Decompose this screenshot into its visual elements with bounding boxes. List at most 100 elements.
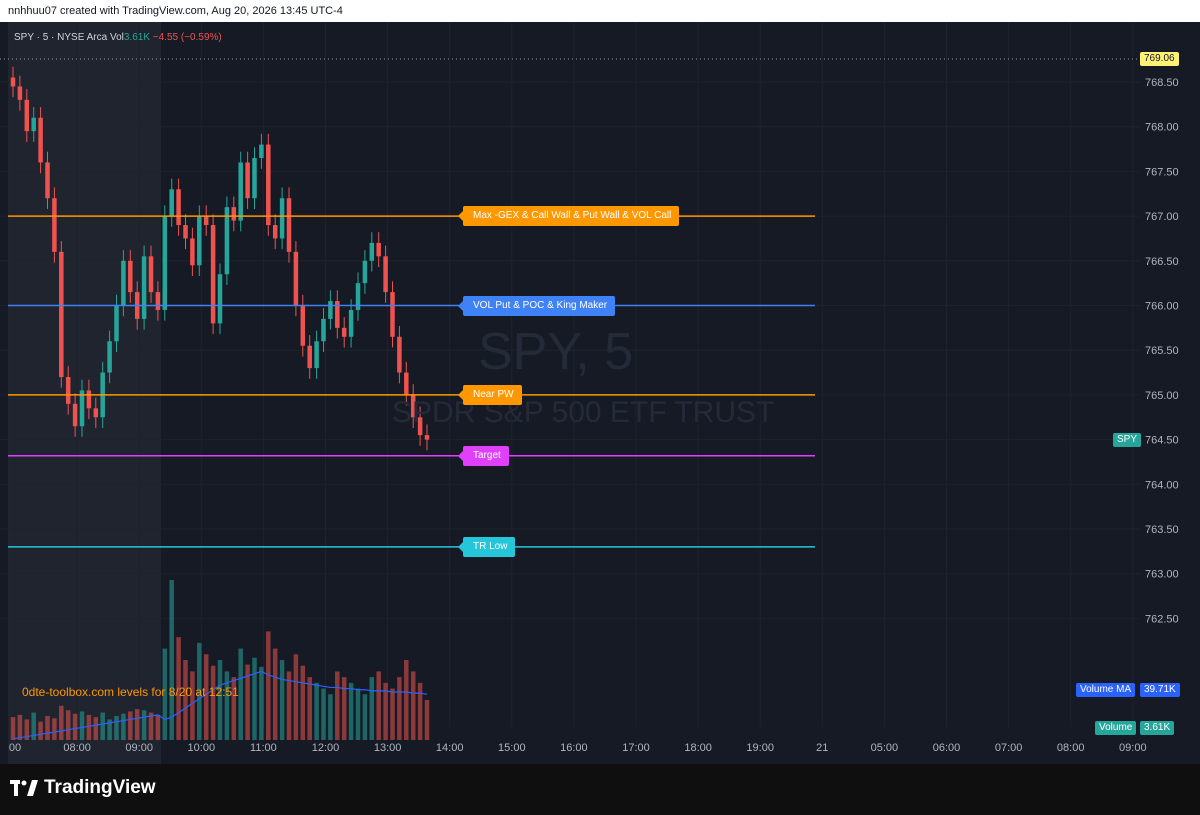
symbol-price-tag[interactable]: SPY	[1113, 432, 1142, 447]
time-tick-label: 14:00	[436, 742, 464, 754]
volume-bar	[376, 671, 381, 740]
candle-body[interactable]	[314, 341, 319, 369]
volume-bar	[238, 648, 243, 740]
candle-body[interactable]	[59, 251, 64, 378]
tradingview-logo[interactable]: TradingView	[10, 777, 156, 799]
candle-body[interactable]	[121, 260, 126, 306]
candle-body[interactable]	[162, 216, 168, 310]
candle-body[interactable]	[362, 260, 368, 284]
volume-bar	[279, 660, 285, 740]
candle-body[interactable]	[328, 301, 333, 319]
candle-body[interactable]	[72, 403, 78, 427]
candle-body[interactable]	[390, 292, 395, 337]
price-chart[interactable]: 768.50 768.00 767.50 767.00 766.50 766.00 765.…	[0, 22, 1200, 764]
series-legend[interactable]: SPY · 5 · NYSE Arca Vol3.61K −4.55 (−0.5…	[14, 32, 222, 43]
candle-body[interactable]	[341, 327, 347, 337]
volume-bar	[52, 718, 57, 740]
candle-body[interactable]	[224, 207, 230, 275]
candle-body[interactable]	[79, 390, 85, 427]
candle-body[interactable]	[404, 372, 409, 395]
candle-body[interactable]	[17, 86, 23, 100]
level-label[interactable]: VOL Put & POC & King Maker	[457, 295, 616, 316]
candle-body[interactable]	[114, 305, 119, 342]
candle-body[interactable]	[300, 305, 306, 346]
volume-bar	[397, 677, 402, 740]
level-label[interactable]: Target	[458, 445, 509, 466]
candle-body[interactable]	[190, 238, 195, 266]
volume-bar	[335, 671, 340, 740]
volume-bar	[341, 677, 347, 740]
candle-body[interactable]	[376, 242, 381, 257]
candle-body[interactable]	[38, 117, 43, 163]
candle-body[interactable]	[210, 225, 216, 324]
candle-body[interactable]	[417, 417, 423, 436]
candle-body[interactable]	[128, 260, 133, 293]
candle-body[interactable]	[231, 207, 237, 221]
candle-body[interactable]	[286, 198, 292, 252]
candle-body[interactable]	[203, 216, 209, 226]
candle-body[interactable]	[410, 394, 416, 418]
volume-ma-tag[interactable]: Volume MA	[1076, 683, 1136, 697]
candle-body[interactable]	[31, 117, 36, 132]
legend-symbol: SPY · 5 · NYSE Arca	[14, 32, 108, 43]
level-label[interactable]: TR Low	[457, 536, 516, 557]
candle-body[interactable]	[424, 435, 430, 440]
candle-body[interactable]	[93, 408, 99, 418]
level-label[interactable]: Near PW	[458, 384, 522, 405]
candle-body[interactable]	[321, 318, 326, 342]
candle-body[interactable]	[169, 189, 174, 217]
volume-tag[interactable]: Volume	[1095, 721, 1137, 735]
volume-value-tag[interactable]: 3.61K	[1140, 721, 1175, 735]
volume-ma-value-tag[interactable]: 39.71K	[1140, 683, 1180, 697]
last-price-tag[interactable]: 769.06	[1140, 52, 1179, 66]
price-tick-label: 766.00	[1145, 301, 1179, 313]
candle-body[interactable]	[307, 345, 312, 369]
candle-body[interactable]	[155, 292, 161, 310]
candle-body[interactable]	[259, 144, 264, 158]
levels-source-note: 0dte-toolbox.com levels for 8/20 at 12:5…	[22, 685, 239, 699]
candle-body[interactable]	[197, 216, 202, 266]
candle-body[interactable]	[107, 341, 112, 373]
candle-body[interactable]	[238, 162, 243, 221]
candle-body[interactable]	[383, 256, 388, 293]
candle-body[interactable]	[293, 251, 299, 306]
volume-bar	[328, 694, 333, 740]
candle-body[interactable]	[335, 301, 340, 328]
candle-body[interactable]	[52, 198, 57, 252]
volume-bar	[24, 719, 30, 740]
candle-body[interactable]	[86, 390, 92, 409]
volume-bar	[383, 682, 388, 740]
volume-bar	[355, 688, 361, 740]
volume-bar	[314, 682, 319, 740]
candle-body[interactable]	[397, 336, 402, 373]
volume-bar	[231, 677, 237, 740]
volume-bar	[38, 721, 43, 740]
candle-body[interactable]	[141, 256, 147, 319]
legend-vol-value: 3.61K	[123, 32, 151, 43]
volume-bar	[272, 648, 278, 740]
candle-body[interactable]	[65, 377, 71, 404]
volume-bar	[59, 705, 64, 740]
chart-canvas[interactable]: 768.50 768.00 767.50 767.00 766.50 766.00 765.…	[0, 22, 1200, 764]
level-label[interactable]: Max -GEX & Call Wall & Put Wall & VOL Ca…	[457, 206, 680, 227]
price-tick-label: 763.00	[1145, 569, 1179, 581]
volume-bar	[424, 700, 430, 740]
candle-body[interactable]	[245, 162, 250, 199]
candle-body[interactable]	[355, 283, 361, 310]
candle-body[interactable]	[10, 77, 16, 87]
candle-body[interactable]	[183, 225, 188, 239]
candle-body[interactable]	[348, 309, 354, 337]
candle-body[interactable]	[266, 144, 271, 226]
candle-body[interactable]	[176, 189, 181, 226]
candle-body[interactable]	[148, 256, 154, 293]
candle-body[interactable]	[252, 157, 257, 199]
candle-body[interactable]	[279, 198, 285, 239]
candle-body[interactable]	[272, 225, 278, 239]
volume-bar	[259, 666, 264, 740]
candle-body[interactable]	[369, 242, 375, 261]
candle-body[interactable]	[217, 274, 223, 324]
candle-body[interactable]	[24, 99, 30, 132]
volume-bar	[72, 713, 78, 740]
candle-body[interactable]	[45, 162, 50, 199]
price-tick-label: 765.00	[1145, 390, 1179, 402]
